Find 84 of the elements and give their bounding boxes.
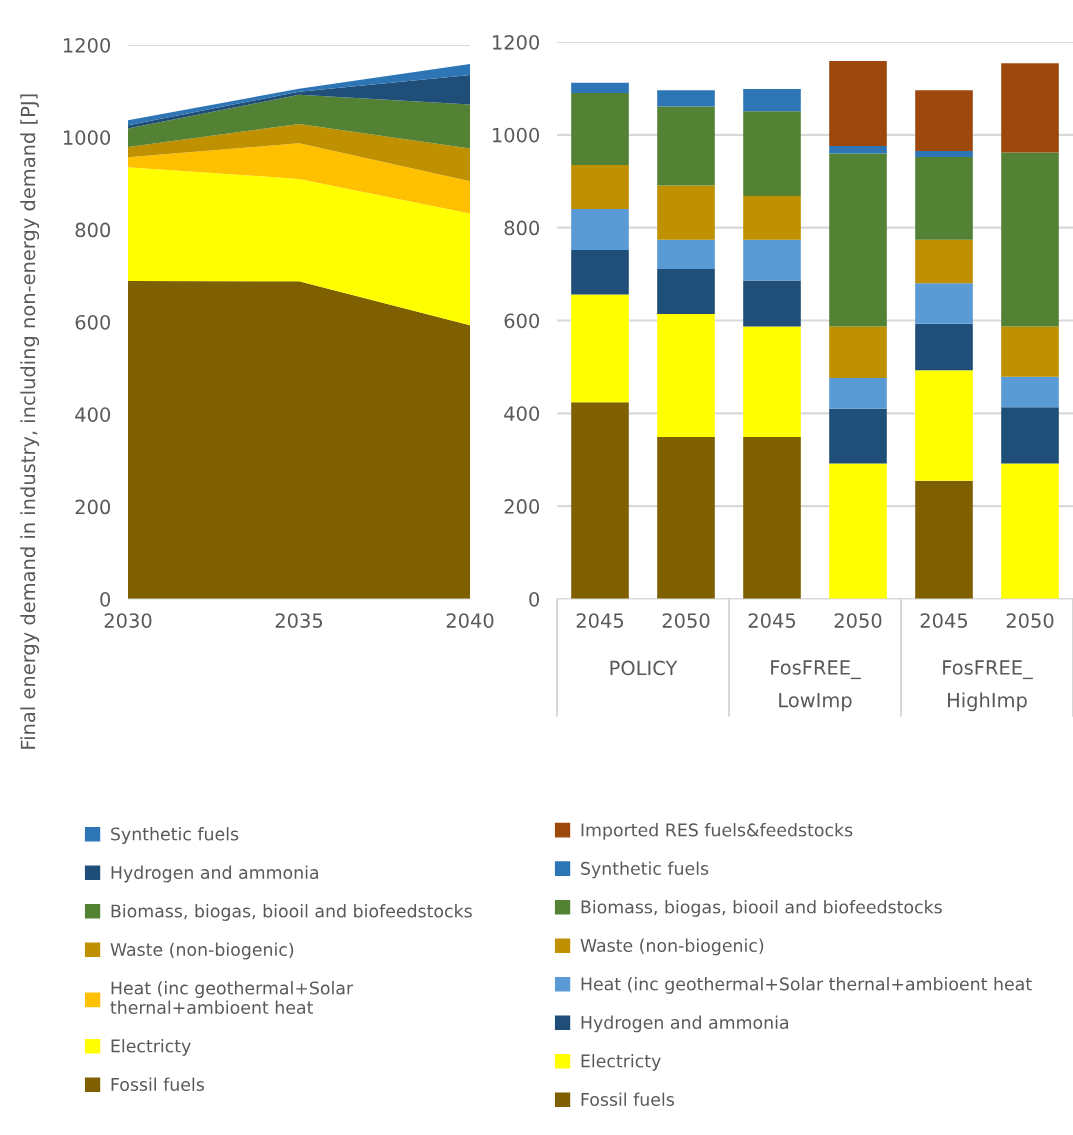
legend-label: Synthetic fuels xyxy=(581,861,709,879)
bar xyxy=(829,145,887,154)
legend-label: Fossil fuels xyxy=(111,1077,204,1092)
bar xyxy=(829,463,887,599)
bar xyxy=(743,326,801,438)
legend-label: Biomass, biogas, biooil and biofeedstocks xyxy=(581,900,942,917)
bar xyxy=(829,326,887,379)
bar xyxy=(915,370,973,481)
legend-label: Hydrogen and ammonia xyxy=(581,1015,789,1033)
legend-label: Electricty xyxy=(111,1039,191,1056)
text: POLICY xyxy=(610,660,678,676)
bar xyxy=(915,239,973,284)
x-tick-label: 2045 xyxy=(576,613,624,628)
y-tick-label: 1000 xyxy=(63,130,111,145)
legend-label: Heat (inc geothermal+Solar thernal+ambioent heat xyxy=(581,977,1032,994)
bar xyxy=(657,268,715,314)
bar xyxy=(571,249,629,295)
bar xyxy=(743,196,801,240)
bar xyxy=(743,437,801,599)
bar xyxy=(571,82,629,94)
legend-label: Biomass, biogas, biooil and biofeedstocks xyxy=(111,904,472,921)
y-axis-title: Final energy demand in industry, including non-energy demand [PJ] xyxy=(20,94,40,749)
bar xyxy=(743,111,801,197)
legend-label: Waste (non-biogenic) xyxy=(110,942,294,960)
bar xyxy=(1001,463,1059,599)
bar xyxy=(1001,407,1059,464)
y-tick-label: 400 xyxy=(75,407,111,422)
y-tick-label: 0 xyxy=(100,591,111,607)
bar xyxy=(571,209,629,250)
bar xyxy=(915,151,973,158)
bar xyxy=(915,323,973,371)
x-tick-label: 2050 xyxy=(834,613,882,628)
bar xyxy=(1001,152,1059,327)
y-tick-label: 200 xyxy=(504,499,540,514)
bar xyxy=(657,437,715,599)
x-tick-label: 2030 xyxy=(104,613,152,628)
bar xyxy=(657,239,715,269)
y-tick-label: 600 xyxy=(75,314,111,330)
bar xyxy=(829,408,887,464)
x-tick-label: 2045 xyxy=(748,613,796,628)
text: FosFREE_ HighImp xyxy=(943,660,1033,712)
y-tick-label: 1200 xyxy=(492,34,540,50)
y-tick-label: 400 xyxy=(504,406,540,421)
bar xyxy=(743,239,801,281)
legend-label: Electricty xyxy=(581,1054,661,1071)
y-tick-label: 1200 xyxy=(63,37,111,53)
legend-label: Waste (non-biogenic) xyxy=(580,938,764,956)
y-tick-label: 600 xyxy=(504,313,540,329)
legend-label: Imported RES fuels&feedstocks xyxy=(581,823,853,840)
bar xyxy=(571,294,629,403)
bar xyxy=(657,90,715,107)
bar xyxy=(571,402,629,599)
y-tick-label: 800 xyxy=(75,222,111,238)
legend-label: Fossil fuels xyxy=(581,1092,674,1107)
bar xyxy=(829,378,887,409)
x-tick-label: 2050 xyxy=(1006,613,1054,628)
bar xyxy=(915,480,973,599)
bar xyxy=(915,157,973,240)
y-tick-label: 800 xyxy=(504,220,540,236)
bar xyxy=(1001,326,1059,377)
x-tick-label: 2040 xyxy=(446,613,494,628)
legend-label: Synthetic fuels xyxy=(111,827,239,844)
bar xyxy=(657,314,715,438)
y-tick-label: 0 xyxy=(529,591,540,607)
x-tick-label: 2050 xyxy=(662,613,710,628)
legend-label: Hydrogen and ammonia xyxy=(111,865,319,883)
bar xyxy=(657,185,715,240)
legend-label: Heat (inc geothermal+Solar thernal+ambioent heat xyxy=(110,981,354,1014)
bar xyxy=(571,165,629,210)
bar xyxy=(743,280,801,327)
bar xyxy=(571,93,629,165)
bar xyxy=(829,153,887,327)
bar xyxy=(1001,376,1059,408)
bar xyxy=(915,90,973,152)
bar xyxy=(743,88,801,112)
bar xyxy=(829,61,887,146)
y-tick-label: 1000 xyxy=(492,127,540,143)
x-tick-label: 2035 xyxy=(275,613,323,628)
text: FosFREE_ LowImp xyxy=(771,660,861,712)
x-tick-label: 2045 xyxy=(920,613,968,628)
bar xyxy=(657,106,715,186)
bar xyxy=(915,283,973,324)
y-tick-label: 200 xyxy=(75,499,111,515)
bar xyxy=(1001,63,1059,153)
